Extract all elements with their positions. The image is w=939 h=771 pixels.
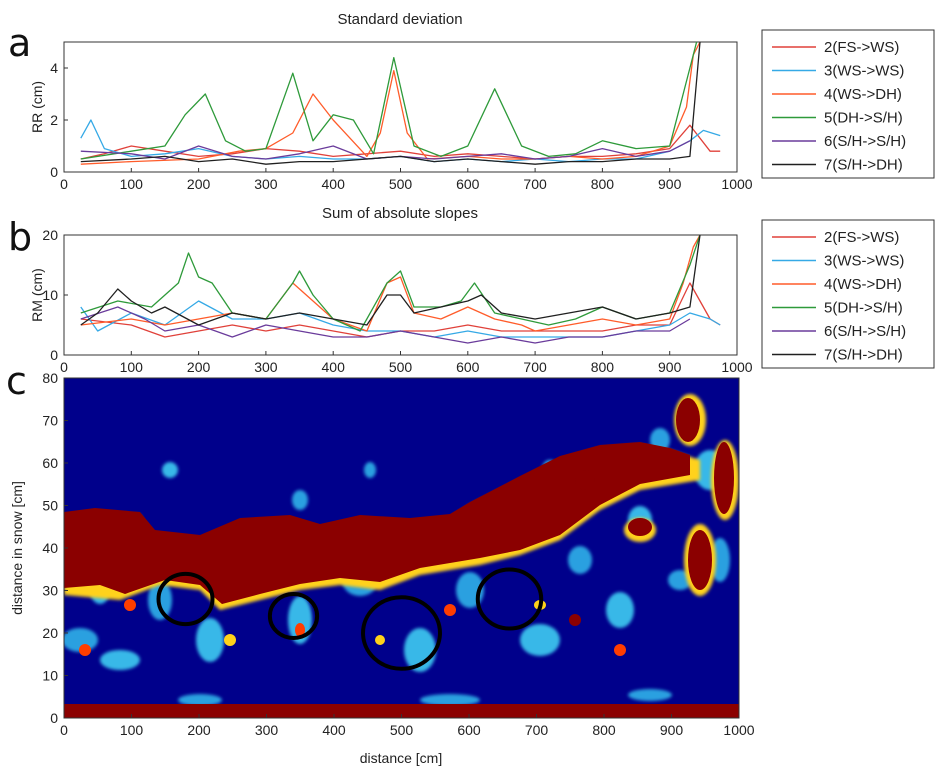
panel-b-lines (80, 235, 721, 344)
y-tick-label: 10 (42, 287, 58, 303)
y-tick-label: 20 (42, 625, 58, 641)
x-tick-label: 0 (60, 359, 68, 375)
x-tick-label: 1000 (721, 359, 752, 375)
series-line-5 (80, 235, 701, 332)
panel-c-xlabel: distance [cm] (360, 750, 442, 766)
x-tick-label: 1000 (723, 722, 754, 738)
highlight-circle (361, 595, 442, 671)
x-tick-label: 900 (658, 176, 682, 192)
panel-c-ylabel: distance in snow [cm] (9, 481, 25, 615)
panel-c-ticks: 0 100 200 300 400 500 600 700 800 900 1000 0 10 20 30 4… (42, 370, 754, 738)
x-tick-label: 100 (120, 176, 144, 192)
x-tick-label: 200 (187, 176, 211, 192)
x-tick-label: 900 (658, 359, 682, 375)
x-tick-label: 300 (254, 359, 278, 375)
x-tick-label: 700 (525, 722, 549, 738)
series-line-7 (80, 42, 701, 165)
y-tick-label: 2 (50, 112, 58, 128)
panel-a-axes (63, 41, 738, 173)
y-tick-label: 70 (42, 413, 58, 429)
y-tick-label: 0 (50, 164, 58, 180)
x-tick-label: 600 (456, 359, 480, 375)
legend-entry: 7(S/H->DH) (824, 347, 903, 364)
x-tick-label: 400 (322, 176, 346, 192)
x-tick-label: 400 (322, 359, 346, 375)
panel-c: c (6, 359, 755, 766)
x-tick-label: 300 (255, 722, 279, 738)
y-tick-label: 0 (50, 347, 58, 363)
x-tick-label: 400 (322, 722, 346, 738)
highlight-circle (267, 592, 320, 640)
panel-label-b: b (8, 215, 32, 259)
x-tick-label: 1000 (721, 176, 752, 192)
x-tick-label: 200 (187, 722, 211, 738)
legend-entry: 3(WS->WS) (824, 63, 904, 80)
x-tick-label: 500 (390, 722, 414, 738)
legend-entry: 7(S/H->DH) (824, 157, 903, 174)
series-line-7 (80, 235, 701, 326)
legend-box (761, 219, 935, 369)
x-tick-label: 300 (254, 176, 278, 192)
x-tick-label: 0 (60, 722, 68, 738)
y-tick-label: 60 (42, 455, 58, 471)
legend-entry: 2(FS->WS) (824, 39, 899, 56)
heatmap-band (64, 398, 734, 604)
x-tick-label: 600 (457, 722, 481, 738)
x-tick-label: 800 (591, 176, 615, 192)
legend-entry: 2(FS->WS) (824, 229, 899, 246)
legend-entry: 5(DH->S/H) (824, 110, 903, 127)
panel-a: a Standard deviation RR (cm) 0 100 200 300 4… (8, 11, 935, 192)
panel-b-ylabel: RM (cm) (29, 268, 45, 322)
legend-box (761, 29, 935, 179)
heatmap-circles (156, 567, 544, 671)
y-tick-label: 4 (50, 60, 58, 76)
x-tick-label: 800 (591, 359, 615, 375)
legend-entry: 3(WS->WS) (824, 253, 904, 270)
legend-entry: 5(DH->S/H) (824, 300, 903, 317)
y-tick-label: 50 (42, 498, 58, 514)
y-tick-label: 0 (50, 710, 58, 726)
x-tick-label: 800 (592, 722, 616, 738)
legend-entry: 6(S/H->S/H) (824, 323, 906, 340)
panel-label-c: c (6, 359, 27, 403)
highlight-circle (475, 567, 544, 631)
panel-a-ylabel: RR (cm) (29, 81, 45, 133)
x-tick-label: 100 (120, 722, 144, 738)
y-tick-label: 20 (42, 227, 58, 243)
x-tick-label: 200 (187, 359, 211, 375)
x-tick-label: 900 (660, 722, 684, 738)
series-line-5 (80, 42, 698, 160)
x-tick-label: 500 (389, 359, 413, 375)
y-tick-label: 30 (42, 583, 58, 599)
x-tick-label: 600 (456, 176, 480, 192)
y-tick-label: 10 (42, 668, 58, 684)
y-tick-label: 40 (42, 540, 58, 556)
panel-b: b Sum of absolute slopes RM (cm) 0 100 200… (8, 205, 935, 375)
x-tick-label: 500 (389, 176, 413, 192)
highlight-circle (156, 571, 215, 627)
x-tick-label: 0 (60, 176, 68, 192)
panel-a-ticks: 0 100 200 300 400 500 600 700 800 900 1000 0 2 4 (50, 60, 753, 192)
panel-a-lines (80, 42, 721, 165)
x-tick-label: 100 (120, 359, 144, 375)
legend-entry: 6(S/H->S/H) (824, 133, 906, 150)
panel-b-ticks: 0 100 200 300 400 500 600 700 800 900 1000 0 10 20 (42, 227, 752, 375)
series-line-6 (80, 306, 691, 344)
legend-entry: 4(WS->DH) (824, 86, 902, 103)
legend-entry: 4(WS->DH) (824, 276, 902, 293)
panel-b-legend: 2(FS->WS) 3(WS->WS) 4(WS->DH) 5(DH->S/H) 6(S… (761, 219, 935, 369)
x-tick-label: 700 (523, 359, 547, 375)
x-tick-label: 700 (523, 176, 547, 192)
heatmap-bottom-band (64, 704, 739, 718)
panel-label-a: a (8, 21, 31, 65)
panel-a-legend: 2(FS->WS) 3(WS->WS) 4(WS->DH) 5(DH->S/H) 6(S… (761, 29, 935, 179)
y-tick-label: 80 (42, 370, 58, 386)
panel-a-title: Standard deviation (337, 11, 462, 28)
panel-b-title: Sum of absolute slopes (322, 205, 478, 222)
